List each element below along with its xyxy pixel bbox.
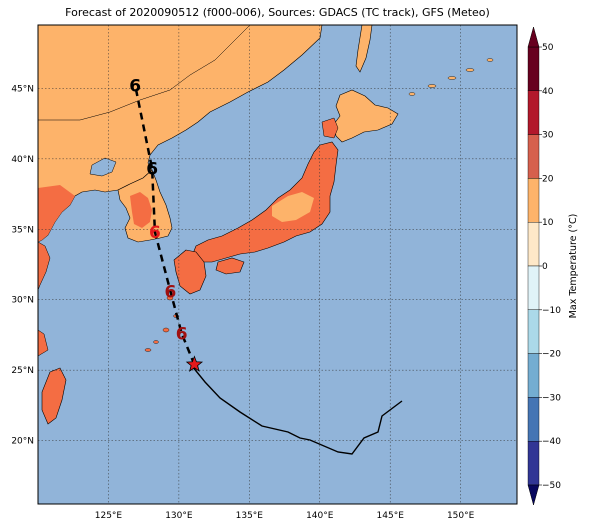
colorbar-max-arrow — [527, 26, 540, 48]
colorbar-min-arrow — [527, 484, 540, 506]
colorbar-tick-label: −10 — [542, 306, 561, 316]
forecast-cyclone-symbol: 6 — [176, 325, 188, 345]
taiwan — [41, 367, 67, 425]
colorbar-label: Max Temperature (°C) — [568, 214, 579, 319]
current-position-star — [185, 355, 204, 372]
forecast-cyclone-symbol: 6 — [149, 223, 161, 243]
map-frame — [37, 24, 518, 505]
colorbar-tick-label: −20 — [542, 350, 561, 360]
hokkaido-hot-region — [321, 117, 339, 139]
shikoku — [215, 257, 245, 275]
colorbar-tick-label: −40 — [542, 437, 561, 447]
ryukyu-islands — [144, 295, 179, 352]
graticule — [38, 25, 517, 504]
korea-hot-region — [130, 192, 152, 228]
honshu-highland — [272, 192, 314, 222]
sakhalin — [355, 25, 373, 73]
colorbar-segment — [527, 46, 540, 91]
forecast-cyclone-symbol: 6 — [129, 77, 141, 97]
colorbar-tick-label: −30 — [542, 393, 561, 403]
colorbar-tick-label: 0 — [542, 262, 548, 272]
lon-tick-label: 140°E — [306, 511, 334, 521]
forecast-cyclone-symbol: 6 — [165, 282, 177, 302]
colorbar-tick-label: −50 — [542, 481, 561, 491]
lat-tick-label: 30°N — [11, 296, 34, 306]
colorbar-tick-label: 10 — [542, 218, 554, 228]
colorbar-segment — [527, 134, 540, 179]
map-title: Forecast of 2020090512 (f000-006), Sourc… — [65, 6, 490, 19]
lat-tick-label: 40°N — [11, 155, 34, 165]
colorbar: 50 40 30 20 10 0 −10 −20 −30 −40 −50 — [527, 26, 561, 506]
lat-tick-label: 20°N — [11, 437, 34, 447]
colorbar-tick-label: 50 — [542, 43, 554, 53]
colorbar-tick-label: 20 — [542, 174, 554, 184]
colorbar-tick-label: 40 — [542, 87, 554, 97]
colorbar-segment — [527, 397, 540, 442]
bohai-sea — [89, 157, 117, 177]
kyushu — [173, 249, 207, 295]
lon-tick-label: 150°E — [447, 511, 475, 521]
lat-tick-label: 25°N — [11, 366, 34, 376]
asian-mainland — [38, 25, 323, 243]
colorbar-segment — [527, 178, 540, 223]
colorbar-segment — [527, 353, 540, 398]
hokkaido — [333, 89, 399, 143]
past-track-line — [191, 365, 403, 455]
kuril-islands — [408, 58, 494, 96]
colorbar-segment — [527, 441, 540, 486]
lon-tick-label: 130°E — [165, 511, 193, 521]
lon-tick-label: 145°E — [377, 511, 405, 521]
colorbar-segment — [527, 265, 540, 310]
colorbar-tick-label: 30 — [542, 131, 554, 141]
lat-tick-label: 45°N — [11, 84, 34, 94]
lon-tick-label: 135°E — [236, 511, 264, 521]
china-south-coast — [38, 241, 51, 357]
mainland-hot-region — [38, 185, 75, 242]
forecast-track-line — [133, 85, 196, 365]
honshu — [191, 141, 339, 263]
colorbar-segment — [527, 90, 540, 135]
lon-tick-label: 125°E — [95, 511, 123, 521]
forecast-cyclone-symbol: 6 — [146, 160, 158, 180]
colorbar-segment — [527, 309, 540, 354]
country-borders — [38, 25, 251, 121]
lat-tick-label: 35°N — [11, 225, 34, 235]
colorbar-segment — [527, 221, 540, 267]
